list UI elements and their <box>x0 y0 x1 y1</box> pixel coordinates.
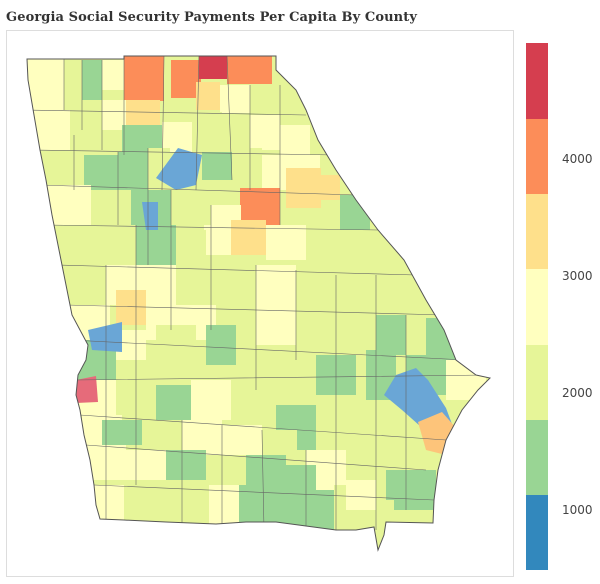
county[interactable] <box>88 322 122 352</box>
county[interactable] <box>346 235 386 275</box>
state-outline <box>26 55 492 552</box>
county[interactable] <box>156 325 196 365</box>
county[interactable] <box>222 425 262 460</box>
county[interactable] <box>76 376 98 403</box>
georgia-county-map[interactable] <box>6 30 514 577</box>
county[interactable] <box>162 122 192 152</box>
legend-tick-label: 1000 <box>562 503 593 518</box>
county[interactable] <box>91 190 131 225</box>
county[interactable] <box>376 315 406 355</box>
county-borders <box>27 56 487 531</box>
legend-tick-label: 2000 <box>562 386 593 401</box>
county[interactable] <box>156 148 202 190</box>
county-layer <box>24 54 490 550</box>
county[interactable] <box>142 202 158 230</box>
legend-color-band <box>526 494 548 571</box>
county[interactable] <box>199 54 227 79</box>
legend-color-band <box>526 419 548 496</box>
county[interactable] <box>286 168 321 208</box>
county[interactable] <box>156 385 191 420</box>
county[interactable] <box>386 470 436 510</box>
county[interactable] <box>171 190 211 230</box>
county[interactable] <box>296 270 336 310</box>
county[interactable] <box>346 480 376 510</box>
county[interactable] <box>280 125 310 155</box>
map-title: Georgia Social Security Payments Per Cap… <box>6 10 417 25</box>
county[interactable] <box>192 112 222 142</box>
county[interactable] <box>136 225 176 265</box>
county[interactable] <box>296 310 336 350</box>
county[interactable] <box>320 175 340 200</box>
county[interactable] <box>206 325 236 365</box>
county[interactable] <box>116 290 146 325</box>
county[interactable] <box>206 455 246 490</box>
county[interactable] <box>56 225 96 265</box>
legend-color-band <box>526 344 548 420</box>
county[interactable] <box>202 152 232 180</box>
legend-color-band <box>526 118 548 195</box>
county[interactable] <box>66 265 106 305</box>
county[interactable] <box>46 185 91 225</box>
county[interactable] <box>376 275 416 315</box>
county[interactable] <box>239 485 264 525</box>
legend-tick-label: 3000 <box>562 269 593 284</box>
county[interactable] <box>336 275 376 315</box>
county[interactable] <box>82 60 102 100</box>
county[interactable] <box>96 225 136 265</box>
county[interactable] <box>306 230 346 270</box>
county[interactable] <box>70 105 102 135</box>
county[interactable] <box>154 480 179 525</box>
county[interactable] <box>256 305 296 345</box>
map-frame <box>6 30 514 577</box>
county[interactable] <box>24 55 64 110</box>
county[interactable] <box>166 450 206 485</box>
county[interactable] <box>40 150 74 185</box>
county[interactable] <box>286 465 316 495</box>
county[interactable] <box>222 114 250 144</box>
county[interactable] <box>264 495 294 530</box>
county[interactable] <box>209 485 239 525</box>
county[interactable] <box>179 480 209 525</box>
county[interactable] <box>216 265 256 300</box>
county[interactable] <box>204 225 234 255</box>
legend-tick-label: 4000 <box>562 152 593 167</box>
county[interactable] <box>32 110 70 150</box>
county[interactable] <box>176 230 206 265</box>
county[interactable] <box>250 115 280 150</box>
county[interactable] <box>124 56 164 101</box>
county[interactable] <box>182 420 222 455</box>
county[interactable] <box>102 60 124 90</box>
county[interactable] <box>336 315 376 350</box>
county[interactable] <box>232 148 262 180</box>
legend-color-band <box>526 193 548 270</box>
county[interactable] <box>250 85 280 115</box>
county[interactable] <box>294 490 334 530</box>
legend-color-band <box>526 43 548 119</box>
county[interactable] <box>126 450 166 485</box>
county[interactable] <box>227 56 272 84</box>
county[interactable] <box>102 420 142 445</box>
county[interactable] <box>231 390 271 425</box>
county[interactable] <box>84 155 122 190</box>
county[interactable] <box>118 152 148 190</box>
county[interactable] <box>346 440 386 480</box>
county[interactable] <box>231 220 266 255</box>
county[interactable] <box>191 380 231 420</box>
county[interactable] <box>176 265 216 305</box>
county[interactable] <box>142 420 182 450</box>
county[interactable] <box>64 55 82 95</box>
county[interactable] <box>196 82 220 110</box>
county[interactable] <box>220 85 250 113</box>
county[interactable] <box>266 225 306 260</box>
county[interactable] <box>446 360 486 400</box>
legend-color-band <box>526 268 548 345</box>
